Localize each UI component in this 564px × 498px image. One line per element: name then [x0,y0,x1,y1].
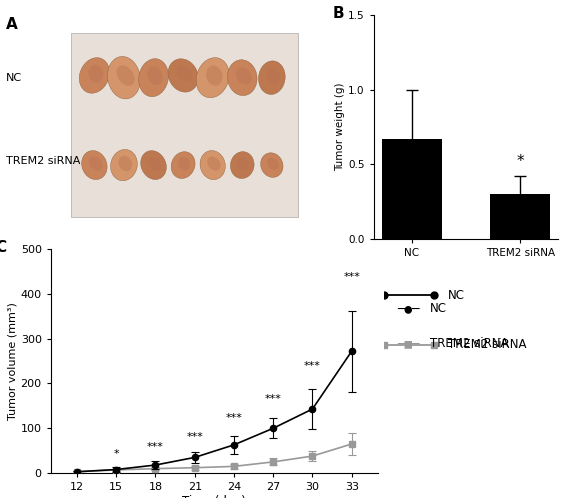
Ellipse shape [266,68,280,84]
X-axis label: Time (day): Time (day) [182,495,246,498]
Text: C: C [0,240,6,255]
Y-axis label: Tumor weight (g): Tumor weight (g) [335,83,345,171]
Bar [70,33,298,217]
Ellipse shape [177,66,193,82]
Ellipse shape [117,65,135,86]
Text: TREM2 siRNA: TREM2 siRNA [430,337,508,350]
Text: ***: *** [304,361,321,371]
Ellipse shape [200,150,225,180]
Ellipse shape [168,59,198,92]
Ellipse shape [227,60,257,96]
Text: NC: NC [430,302,447,315]
Ellipse shape [178,157,190,170]
Ellipse shape [236,67,252,85]
Ellipse shape [108,56,140,99]
Y-axis label: Tumor volume (mm³): Tumor volume (mm³) [8,302,18,420]
Text: B: B [333,6,345,21]
Ellipse shape [89,65,103,83]
Text: ***: *** [265,394,281,404]
Text: ***: *** [226,413,243,423]
Ellipse shape [139,59,169,97]
Ellipse shape [140,151,166,179]
Ellipse shape [148,157,162,170]
Text: ***: *** [186,432,203,442]
Ellipse shape [258,61,285,95]
Bar [490,194,550,239]
Ellipse shape [196,58,229,98]
Ellipse shape [111,149,137,181]
Ellipse shape [118,156,132,171]
Ellipse shape [261,153,283,177]
Ellipse shape [206,66,223,86]
Ellipse shape [171,152,195,178]
Ellipse shape [207,156,221,171]
Text: A: A [6,17,17,32]
Ellipse shape [89,157,103,171]
Text: NC: NC [448,288,465,302]
Ellipse shape [79,58,109,93]
Ellipse shape [267,158,279,170]
Text: *: * [113,449,119,459]
Text: ***: *** [147,442,164,452]
Ellipse shape [82,150,107,180]
Text: NC: NC [6,73,22,83]
Ellipse shape [237,157,249,170]
Text: ─●─: ─●─ [398,302,420,315]
Text: TREM2 siRNA: TREM2 siRNA [6,155,80,166]
Ellipse shape [231,152,254,178]
Text: *: * [516,154,524,169]
Text: ***: *** [343,272,360,282]
Text: ─■─: ─■─ [398,337,420,350]
Text: TREM2 siRNA: TREM2 siRNA [448,338,526,352]
Ellipse shape [147,66,162,85]
Bar [382,139,442,239]
